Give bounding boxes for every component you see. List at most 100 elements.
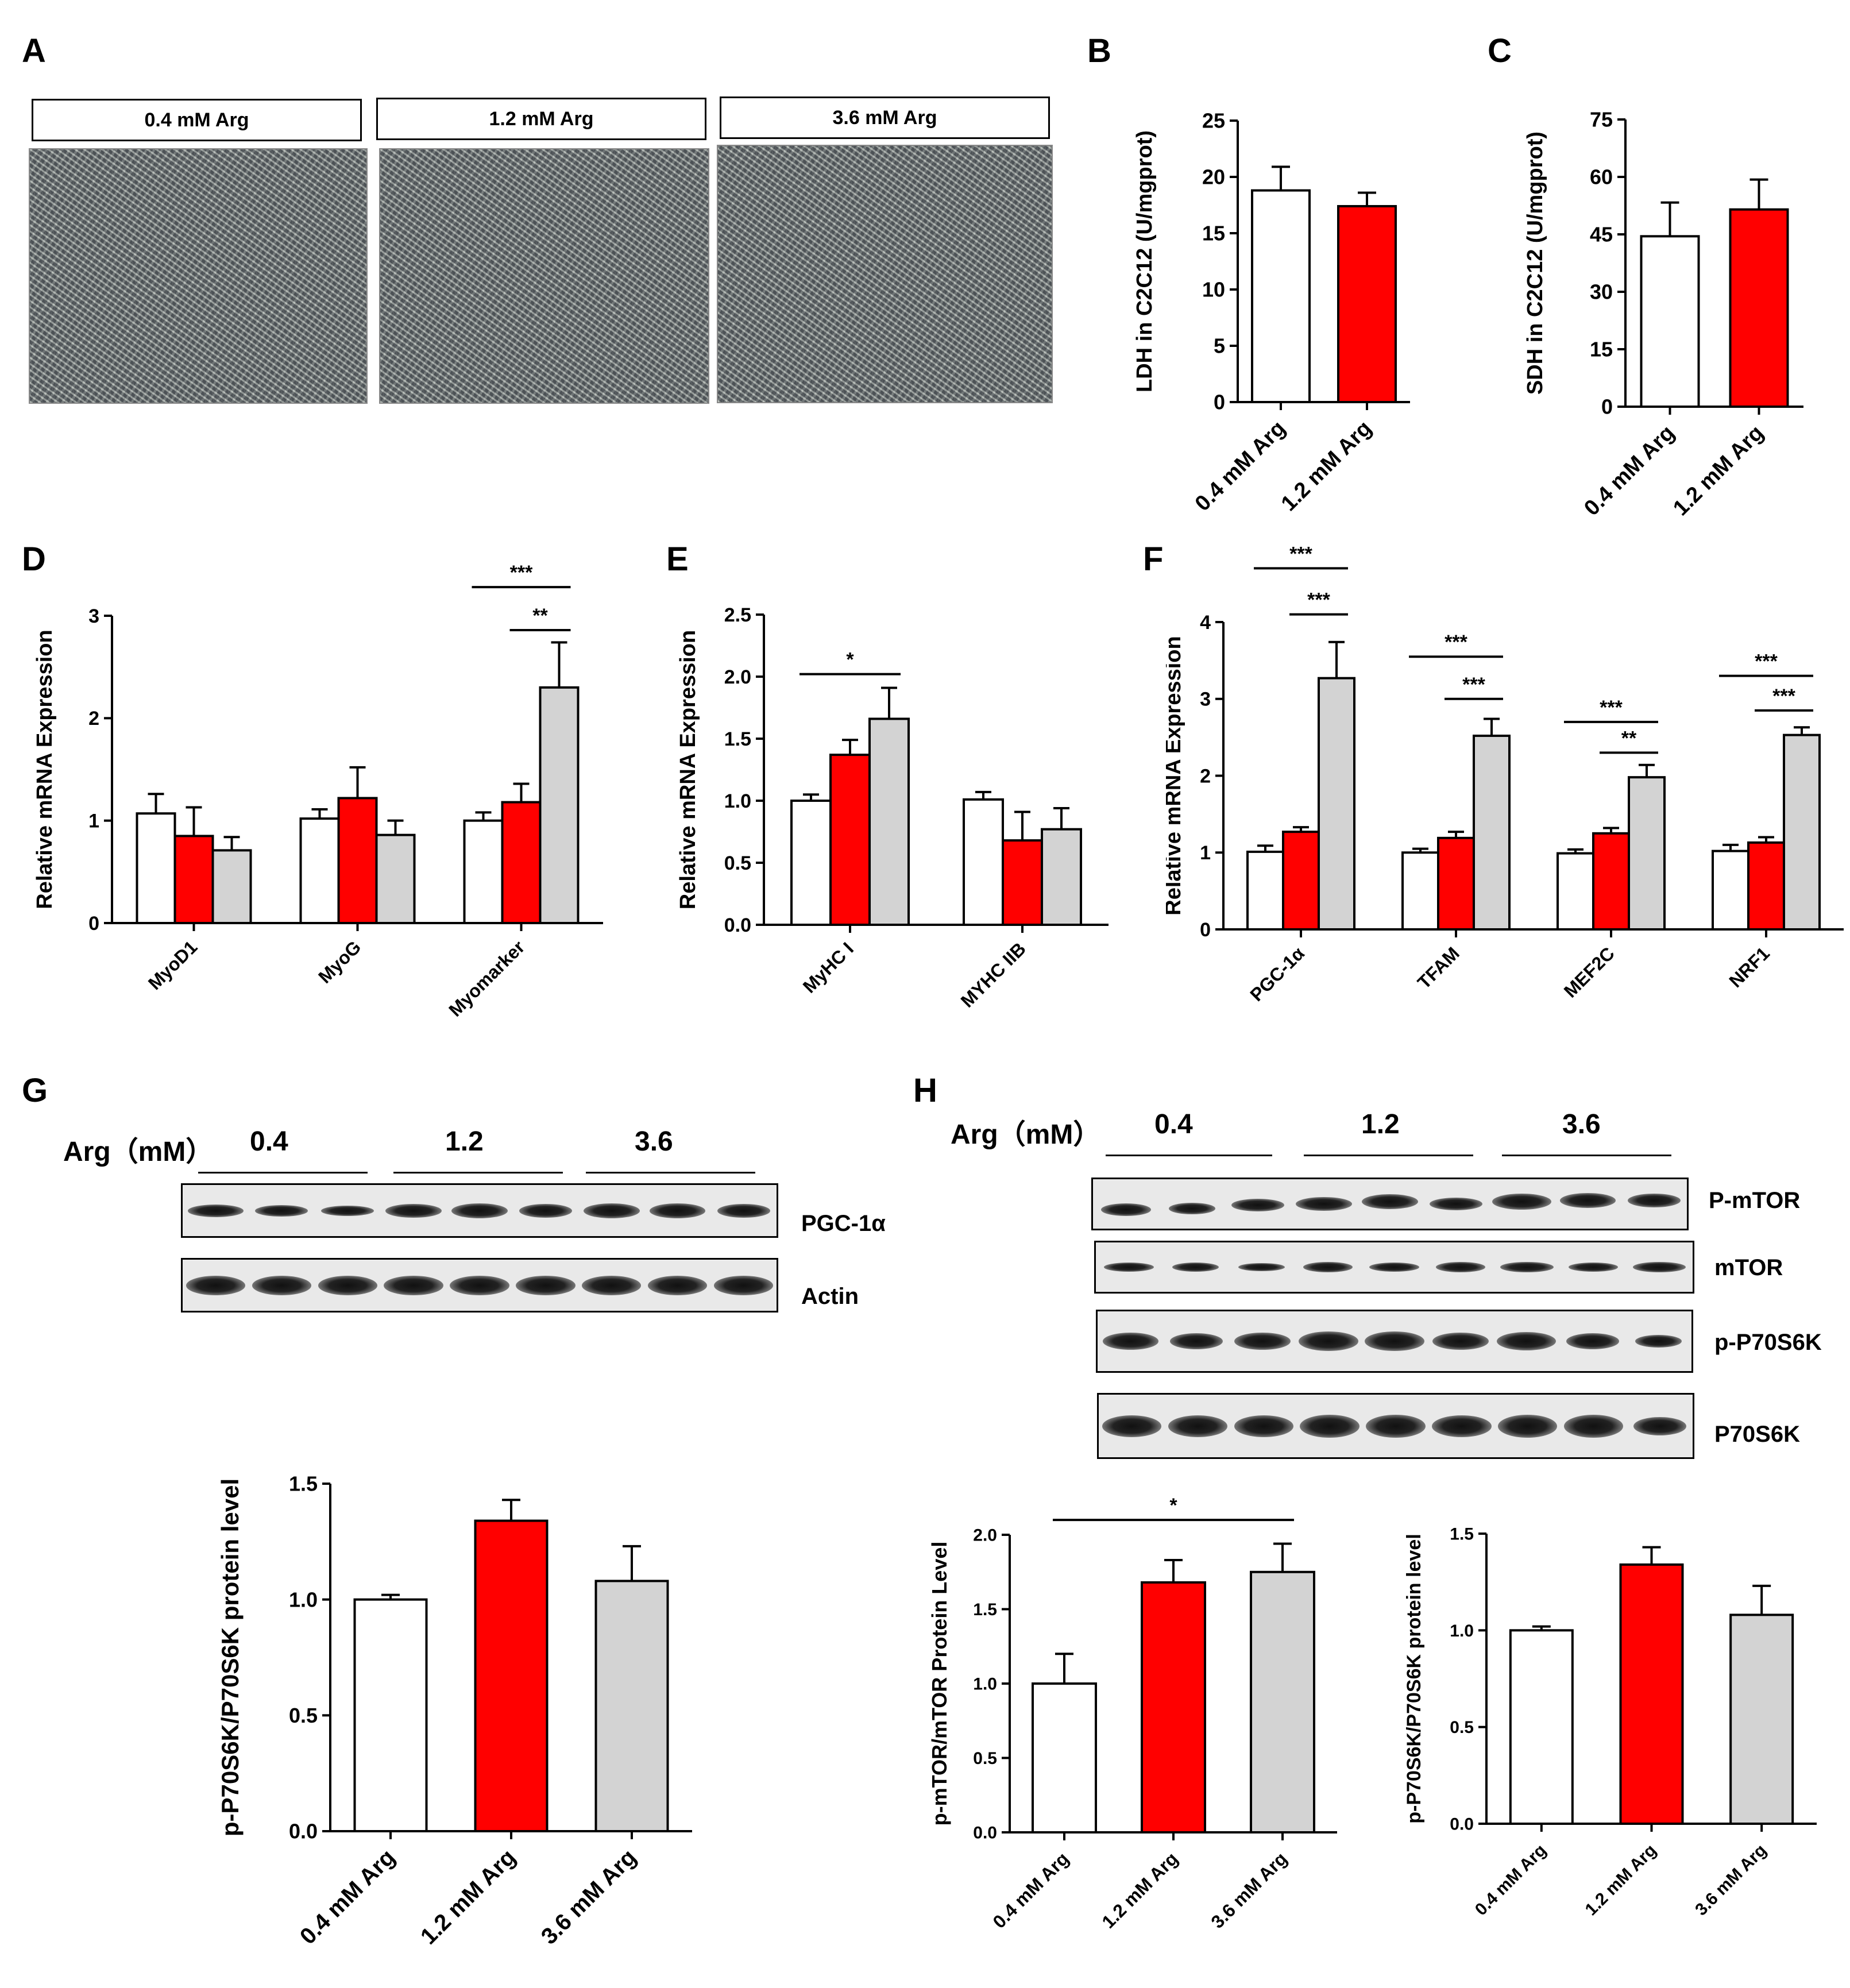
blot-band: [1362, 1194, 1418, 1209]
y-tick-label: 0.5: [1450, 1718, 1474, 1737]
x-tick-label: 0.4 mM Arg: [988, 1848, 1073, 1932]
y-tick-label: 45: [1590, 223, 1613, 246]
y-tick-label: 1.5: [1450, 1525, 1474, 1544]
blot-h-label-p-p70s6k: p-P70S6K: [1714, 1330, 1822, 1355]
blot-h-row-p-mtor: [1091, 1178, 1689, 1230]
bar: [1557, 852, 1594, 931]
blot-h-bracket: [1106, 1155, 1272, 1156]
blot-h-bracket: [1304, 1155, 1473, 1156]
x-tick-label: 3.6 mM Arg: [1691, 1841, 1770, 1920]
chart-d: 0 1 2 3 Relative mRNA Expression MyoD1 MyoG Myo…: [34, 562, 603, 1021]
blot-band: [187, 1204, 244, 1217]
y-tick-label: 3: [1200, 689, 1211, 711]
x-tick-label: MYHC IIB: [957, 938, 1030, 1011]
y-tick-label: 2: [1200, 765, 1211, 787]
y-tick-label: 0: [1200, 919, 1211, 941]
y-axis-label: p-P70S6K/P70S6K protein level: [217, 1479, 244, 1836]
y-tick-label: 0.5: [724, 852, 751, 874]
blot-band: [1169, 1203, 1215, 1214]
x-tick-label: 0.4 mM Arg: [1471, 1841, 1550, 1920]
bar: [1282, 831, 1320, 931]
bar: [353, 1598, 428, 1832]
blot-band: [583, 1203, 640, 1218]
blot-h-row-mtor: [1094, 1241, 1694, 1294]
y-tick-label: 15: [1590, 338, 1613, 361]
y-axis-label: Relative mRNA Expression: [676, 630, 700, 909]
blot-g-group-1-2: 1.2: [445, 1126, 484, 1157]
significance-mark: ***: [1307, 589, 1330, 611]
y-tick-label: 0: [1214, 391, 1225, 414]
blot-band: [1432, 1415, 1492, 1437]
y-tick-label: 15: [1202, 222, 1225, 245]
y-tick-label: 4: [1200, 612, 1211, 634]
x-tick-label: PGC-1α: [1246, 943, 1308, 1005]
bar: [1509, 1629, 1574, 1825]
condition-label-1-2: 1.2 mM Arg: [376, 98, 706, 140]
condition-label-0-4: 0.4 mM Arg: [32, 99, 362, 141]
x-tick-label: 1.2 mM Arg: [416, 1844, 521, 1950]
x-tick-label: Myomarker: [445, 936, 528, 1020]
blot-band: [1635, 1335, 1682, 1348]
y-tick-label: 0.0: [724, 914, 751, 936]
panel-label-g: G: [22, 1072, 48, 1109]
blot-g-label-actin: Actin: [801, 1284, 859, 1309]
blot-band: [1102, 1415, 1162, 1437]
x-tick-label: 0.4 mM Arg: [295, 1844, 400, 1950]
micrograph-0-4: [29, 148, 368, 404]
blot-band: [1492, 1194, 1552, 1210]
blot-band: [1231, 1199, 1285, 1211]
bar: [337, 797, 378, 924]
blot-band: [1435, 1262, 1486, 1272]
bar: [463, 819, 504, 924]
y-tick-label: 3: [88, 605, 99, 627]
bar: [1628, 776, 1666, 931]
bar: [173, 835, 214, 924]
chart-h-mtor: 0.0 0.5 1.0 1.5 2.0 p-mTOR/mTOR Protein Level…: [928, 1495, 1337, 1932]
y-tick-label: 1.5: [289, 1472, 318, 1496]
blot-band: [1300, 1414, 1360, 1438]
bar: [375, 833, 416, 924]
bar: [539, 686, 580, 924]
bar: [1141, 1581, 1206, 1833]
blot-band: [1500, 1262, 1554, 1272]
bar: [1783, 734, 1821, 931]
bar: [1712, 850, 1749, 931]
blot-band: [321, 1205, 374, 1216]
x-tick-label: 3.6 mM Arg: [536, 1844, 642, 1950]
bar: [1318, 677, 1355, 931]
bar: [829, 754, 871, 926]
blot-band: [1566, 1333, 1619, 1349]
significance-mark: ***: [1445, 631, 1467, 653]
bar: [299, 817, 340, 924]
bar: [1437, 836, 1475, 931]
y-tick-label: 1.5: [724, 728, 751, 750]
significance-mark: *: [846, 649, 854, 671]
chart-b: 0 5 10 15 20 25 LDH in C2C12 (U/mgprot) 0.4 mM …: [1133, 109, 1410, 516]
blot-h-bracket: [1502, 1155, 1671, 1156]
panel-label-b: B: [1087, 32, 1111, 70]
blot-band: [385, 1203, 442, 1218]
blot-h-row-p70s6k: [1097, 1393, 1694, 1459]
x-tick-label: 3.6 mM Arg: [1207, 1848, 1291, 1932]
blot-band: [1559, 1193, 1616, 1208]
y-tick-label: 2.0: [724, 666, 751, 688]
bar: [790, 800, 832, 926]
blot-band: [1104, 1263, 1154, 1272]
x-tick-label: MyoG: [314, 936, 365, 987]
blot-h-label-p-mtor: P-mTOR: [1709, 1188, 1801, 1213]
blot-band: [1365, 1331, 1424, 1351]
blot-band: [1497, 1332, 1557, 1350]
bar: [1002, 839, 1043, 926]
bar: [1747, 841, 1785, 931]
blot-g-label-pgc1a: PGC-1α: [801, 1211, 886, 1236]
y-tick-label: 1.0: [289, 1588, 318, 1611]
blot-band: [384, 1275, 443, 1295]
bar: [1640, 235, 1700, 408]
significance-mark: *: [1169, 1495, 1177, 1516]
blot-g-bracket: [198, 1172, 368, 1174]
chart-c: 0 15 30 45 60 75 SDH in C2C12 (U/mgprot) 0.4 mM…: [1523, 108, 1803, 520]
y-tick-label: 0.0: [1450, 1815, 1474, 1834]
blot-h-group-0-4: 0.4: [1154, 1109, 1193, 1140]
blot-g-row-pgc1a: [181, 1183, 778, 1238]
blot-g-bracket: [586, 1172, 755, 1174]
